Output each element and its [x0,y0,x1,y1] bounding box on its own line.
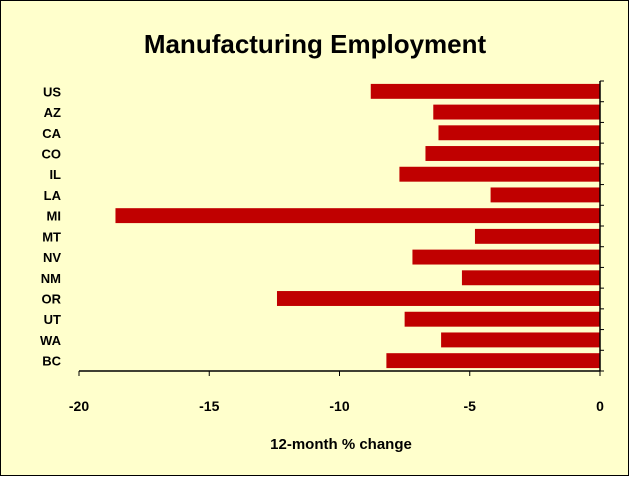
bar-mt [474,228,600,244]
bar-nm [461,270,600,286]
x-tick-label: -15 [199,398,219,414]
bar-mi [115,208,600,224]
axis-group [78,80,604,376]
category-label-nv: NV [43,250,61,265]
category-label-or: OR [42,292,62,307]
category-label-nm: NM [41,271,61,286]
bar-or [276,291,600,306]
category-label-az: AZ [44,105,61,120]
bar-bc [386,353,600,369]
bar-ca [438,125,600,141]
bar-il [399,166,600,182]
bar-co [425,146,600,161]
category-label-mi: MI [47,209,61,224]
category-label-la: LA [44,188,62,203]
category-label-ut: UT [44,312,61,327]
x-tick-label: -20 [69,398,89,414]
category-label-mt: MT [42,229,61,244]
bar-ut [404,311,600,327]
bar-nv [412,249,600,265]
category-labels: US AZ CA CO IL LA MI MT NV NM OR UT WA BC [40,84,62,368]
chart-title: Manufacturing Employment [144,29,487,59]
x-tick-label: -10 [329,398,349,414]
category-label-wa: WA [40,333,62,348]
bars-group [115,83,600,369]
tick-labels: -20 -15 -10 -5 0 [69,398,604,414]
x-tick-label: 0 [596,398,604,414]
category-label-ca: CA [42,126,61,141]
category-label-il: IL [49,167,61,182]
bar-az [433,104,600,120]
x-axis-label: 12-month % change [270,436,412,453]
category-label-us: US [43,84,61,99]
bar-wa [441,332,600,348]
category-label-co: CO [42,147,62,162]
bar-us [370,83,600,99]
x-tick-label: -5 [464,398,477,414]
category-label-bc: BC [42,354,61,369]
bar-la [490,187,600,203]
